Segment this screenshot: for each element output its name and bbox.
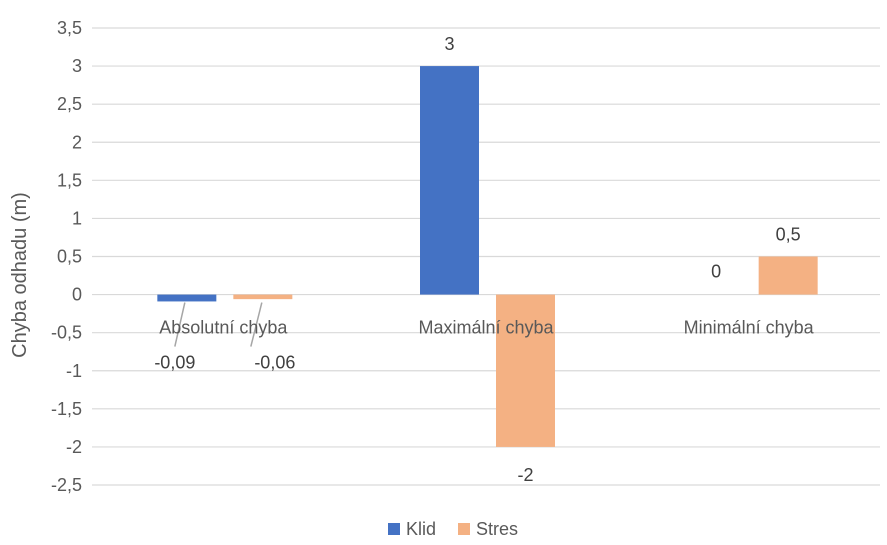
y-tick-label: 2 (72, 132, 82, 152)
y-tick-label: 0 (72, 285, 82, 305)
bar-klid-2 (420, 66, 479, 295)
y-tick-label: -1,5 (51, 399, 82, 419)
data-label-klid: 0 (711, 262, 721, 282)
legend-swatch-klid (388, 523, 400, 535)
data-labels: -0,09 3 0 -0,06 -2 0,5 (154, 34, 800, 485)
data-label-stres: 0,5 (776, 225, 801, 245)
data-label-klid: -0,09 (154, 353, 195, 373)
bars (157, 66, 818, 447)
y-tick-label: 1 (72, 208, 82, 228)
y-tick-label: -2,5 (51, 475, 82, 495)
bar-stres-2 (496, 294, 555, 447)
y-tick-label: -1 (66, 361, 82, 381)
legend-label-klid: Klid (406, 519, 436, 539)
legend-label-stres: Stres (476, 519, 518, 539)
leader-line (174, 302, 186, 347)
y-axis-tick-labels: 3,5 3 2,5 2 1,5 1 0,5 0 -0,5 -1 -1,5 -2 -2,5 (51, 18, 82, 495)
gridlines (92, 27, 880, 486)
bar-stres-1 (233, 294, 293, 300)
legend-swatch-stres (458, 523, 470, 535)
y-axis-title: Chyba odhadu (m) (9, 192, 31, 358)
category-label: Minimální chyba (684, 318, 815, 338)
data-label-klid: 3 (444, 34, 454, 54)
bar-klid-1 (157, 294, 217, 302)
data-label-stres: -2 (517, 465, 533, 485)
bar-stres-3 (758, 256, 818, 295)
data-label-stres: -0,06 (254, 353, 295, 373)
category-label: Maximální chyba (418, 318, 554, 338)
legend: Klid Stres (388, 519, 518, 539)
leader-lines (174, 302, 263, 347)
y-tick-label: 1,5 (57, 170, 82, 190)
y-tick-label: -0,5 (51, 323, 82, 343)
y-tick-label: 2,5 (57, 94, 82, 114)
y-tick-label: 0,5 (57, 247, 82, 267)
category-labels: Absolutní chyba Maximální chyba Minimální … (159, 318, 814, 338)
category-label: Absolutní chyba (159, 318, 288, 338)
leader-line (250, 302, 263, 347)
y-tick-label: 3,5 (57, 18, 82, 38)
y-tick-label: 3 (72, 56, 82, 76)
y-tick-label: -2 (66, 437, 82, 457)
